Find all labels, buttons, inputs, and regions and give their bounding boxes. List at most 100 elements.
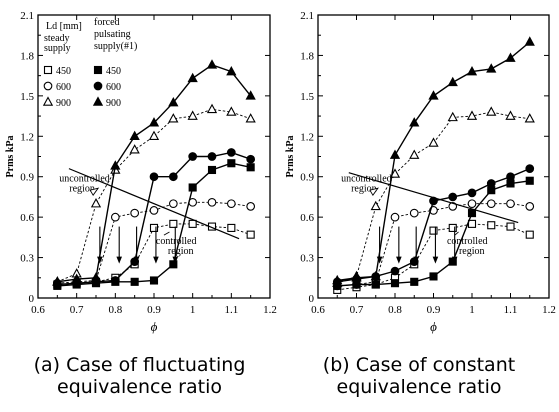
data-point [467,188,477,198]
legend-value-forced: 900 [106,98,121,109]
transition-arrow-head [97,256,103,264]
data-point [227,223,236,232]
data-point [486,63,497,73]
data-point [467,199,477,209]
data-point [428,90,439,100]
x-axis-label: ϕ [430,319,437,334]
x-tick-label: 0.8 [108,304,122,316]
data-point [169,219,178,228]
data-point [410,277,419,286]
transition-arrow-head [451,256,458,264]
legend-value-steady: 900 [56,98,71,109]
data-point [448,192,458,202]
caption-b-line2: equivalence ratio [336,376,502,398]
data-point [448,223,457,232]
data-point [71,273,82,283]
x-tick-label: 0.6 [311,304,325,316]
data-point [246,230,255,239]
data-point [332,274,343,285]
controlled-label-2: region [168,246,194,257]
data-point [129,130,140,141]
controlled-pointer [454,231,459,236]
data-point [148,130,160,141]
x-tick-label: 0.7 [70,304,84,316]
controlled-label: controlled [447,236,488,247]
transition-arrow-head [396,256,402,264]
transition-arrow-head [376,256,383,264]
y-tick-label: 0.3 [300,253,314,265]
data-point [227,159,236,168]
x-tick-label: 1.1 [224,304,238,316]
series-line [57,223,251,285]
data-point [149,223,159,232]
y-axis-label: Prms kPa [285,136,296,178]
data-point [149,276,159,285]
data-point [429,272,438,281]
y-tick-label: 1.5 [300,91,314,103]
x-tick-label: 1.2 [263,304,277,316]
legend-value-steady: 600 [56,82,71,93]
data-point [188,183,197,192]
data-point [246,154,256,164]
caption-b-line1: (b) Case of constant [322,354,516,376]
transition-arrow-head [133,256,140,264]
data-point [389,149,401,159]
y-tick-label: 1.2 [300,131,314,143]
data-point [187,110,198,120]
x-tick-label: 1 [469,304,475,316]
data-point [409,149,420,159]
data-point [506,199,515,209]
caption-a-line1: (a) Case of fluctuating [33,354,246,376]
legend-marker-steady [43,81,53,91]
legend-header-ld: Ld [mm] [46,21,82,32]
data-point [168,172,178,182]
data-point [206,103,218,114]
data-point [169,260,178,269]
data-point [524,113,535,123]
data-point [371,280,380,289]
data-point [389,168,401,178]
legend-value-forced: 600 [106,82,121,93]
data-point [130,208,140,218]
data-point [486,179,496,188]
legend-col2-text: forced [94,17,120,28]
y-tick-label: 0.3 [20,253,34,265]
series-steady-600 [52,197,256,288]
data-point [447,76,458,87]
data-point [486,199,496,209]
uncontrolled-label: uncontrolled [59,173,110,184]
legend-marker-steady [42,96,54,106]
legend-col2-text: supply(#1) [94,41,137,52]
transition-arrow-head [116,256,122,264]
x-tick-label: 0.7 [350,304,364,316]
transition-arrow-head [432,256,439,264]
controlled-pointer [163,231,170,236]
data-point [390,212,400,222]
y-tick-label: 2.1 [20,10,34,22]
data-point [447,111,458,122]
transition-arrow-head [153,256,159,264]
y-axis-label: Prms kPa [5,136,16,178]
data-point [525,202,535,211]
y-tick-label: 1.8 [20,50,34,62]
x-axis-label: ϕ [151,319,158,334]
data-point [370,270,381,281]
y-tick-label: 1.8 [300,50,314,62]
data-point [52,276,63,286]
data-point [226,148,236,157]
uncontrolled-label: uncontrolled [341,173,392,184]
data-point [149,206,159,215]
x-tick-label: 0.9 [427,304,441,316]
x-tick-label: 0.9 [147,304,161,316]
x-tick-label: 0.6 [31,304,45,316]
data-point [148,117,160,127]
data-point [390,266,400,276]
data-point [487,221,496,230]
data-point [207,197,217,207]
data-point [207,152,217,161]
data-point [149,172,159,182]
data-point [448,202,458,211]
data-point [467,219,477,228]
data-point [525,164,535,173]
